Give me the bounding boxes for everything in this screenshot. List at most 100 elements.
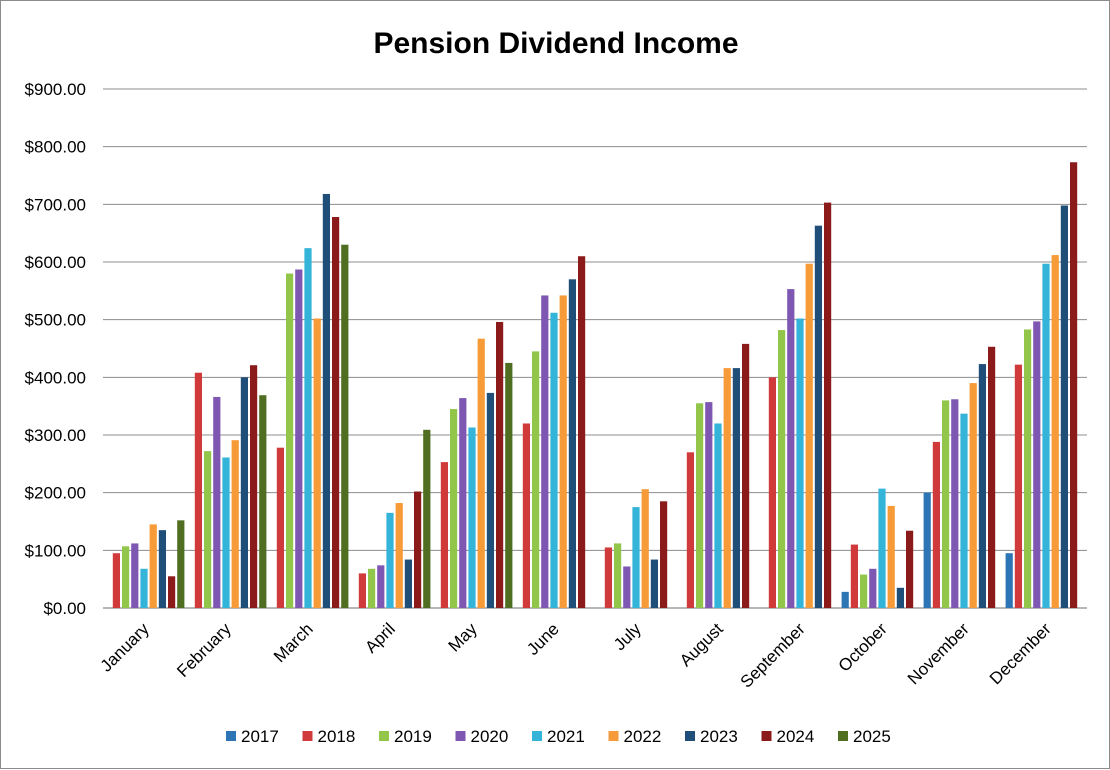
bar-2021-july [632,507,640,608]
y-axis: $0.00 $100.00 $200.00 $300.00 $400.00 $500.00… [25,80,86,618]
x-tick-label: June [523,619,563,659]
bar-2025-march [341,244,349,608]
y-tick-label: $0.00 [43,599,86,618]
x-tick-label: December [986,619,1055,688]
bar-2020-march [295,269,303,608]
bar-2018-june [522,423,530,608]
bar-2017-october [841,591,849,608]
bar-2022-july [641,489,649,608]
bar-2024-november [988,346,996,608]
bar-2019-february [204,451,212,608]
bar-2021-may [468,427,476,608]
bar-2021-october [878,488,886,608]
bar-2024-january [168,576,176,608]
legend-label: 2018 [318,727,356,746]
bar-2023-february [240,377,248,608]
bar-2021-march [304,248,312,608]
x-tick-label: November [904,619,973,688]
bar-2021-august [714,423,722,608]
bar-2024-october [906,530,914,608]
bar-2020-august [705,402,713,608]
legend-label: 2023 [700,727,738,746]
bar-2024-august [742,343,750,608]
bar-2022-october [887,505,895,608]
legend-label: 2022 [624,727,662,746]
bar-2019-december [1024,329,1032,608]
bar-2020-april [377,565,385,608]
y-tick-label: $400.00 [25,368,86,387]
bars-layer [112,162,1078,609]
bar-2020-february [213,396,221,608]
legend-swatch [226,731,236,741]
x-tick-label: October [835,619,891,675]
bar-2017-november [923,492,931,608]
bar-2018-september [768,377,776,608]
bar-2018-march [276,447,284,608]
x-tick-label: August [676,619,727,670]
legend: 2017 2018 2019 2020 2021 2022 2023 2024 2025 [226,727,891,746]
bar-2019-october [860,574,868,608]
y-tick-label: $700.00 [25,195,86,214]
bar-2018-may [440,462,448,608]
bar-2021-june [550,312,558,608]
x-tick-label: April [361,619,398,656]
y-tick-label: $300.00 [25,426,86,445]
bar-2023-july [650,559,658,608]
bar-2019-april [368,568,376,608]
legend-label: 2017 [241,727,279,746]
bar-2024-february [250,365,258,608]
y-tick-label: $500.00 [25,311,86,330]
bar-2022-may [477,338,485,608]
bar-2019-august [696,403,704,608]
legend-label: 2024 [777,727,815,746]
bar-2024-december [1070,162,1078,608]
legend-swatch [838,731,848,741]
x-tick-label: July [610,619,645,654]
x-axis: January February March April May June July Augu… [97,619,1055,692]
bar-2020-june [541,295,549,608]
x-tick-label: September [737,619,809,691]
legend-swatch [302,731,313,741]
bar-2021-november [960,413,968,608]
bar-2024-april [414,491,422,608]
bar-2023-january [158,530,166,608]
bar-2023-december [1060,205,1068,608]
grid-layer [103,88,1087,609]
bar-2022-march [313,318,321,608]
bar-2023-october [896,587,904,608]
bar-2020-december [1033,321,1041,608]
y-tick-label: $100.00 [25,541,86,560]
chart-title: Pension Dividend Income [373,27,738,60]
bar-2022-december [1051,255,1059,608]
bar-2019-june [532,351,540,608]
bar-2018-february [194,372,202,608]
bar-2021-september [796,318,804,608]
bar-2022-april [395,503,403,608]
bar-2025-january [177,520,185,608]
bar-2018-october [850,544,858,608]
bar-2023-september [814,225,822,609]
bar-2023-june [568,279,576,608]
bar-2023-march [322,193,330,608]
bar-2019-november [942,400,950,608]
bar-2019-january [122,546,130,608]
y-tick-label: $900.00 [25,80,86,99]
bar-2020-january [131,543,139,608]
bar-2024-september [824,202,832,608]
x-tick-label: January [97,619,154,676]
x-tick-label: May [445,619,481,655]
bar-2025-may [505,362,513,608]
legend-label: 2021 [547,727,585,746]
bar-2024-july [660,501,668,608]
bar-2023-april [404,559,412,608]
bar-2020-october [869,568,877,608]
legend-label: 2019 [394,727,432,746]
bar-2024-may [496,321,504,608]
legend-swatch [608,731,619,741]
bar-2019-september [778,330,786,608]
bar-2022-september [805,263,813,608]
bar-2022-january [149,524,157,608]
bar-2020-november [951,399,959,608]
bar-2023-august [732,368,740,608]
